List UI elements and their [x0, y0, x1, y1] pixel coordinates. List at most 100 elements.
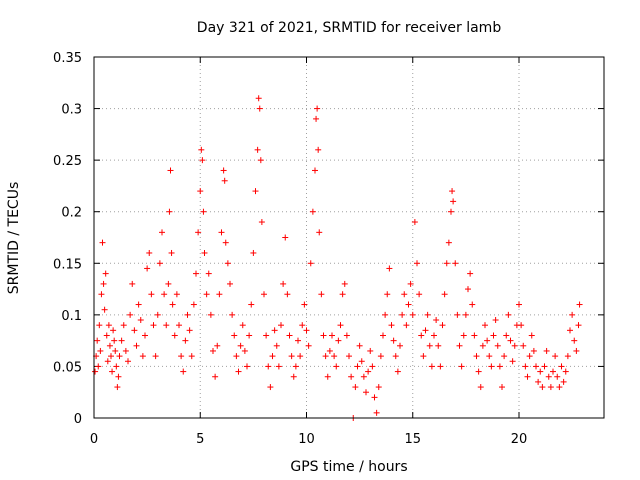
data-point: [409, 311, 416, 318]
data-point: [297, 353, 304, 360]
data-point: [541, 363, 548, 370]
data-point: [235, 368, 242, 375]
data-point: [437, 363, 444, 370]
data-point: [290, 373, 297, 380]
y-tick-label: 0.15: [53, 257, 82, 272]
data-point: [315, 146, 322, 153]
data-point: [233, 353, 240, 360]
data-point: [318, 291, 325, 298]
data-point: [115, 373, 122, 380]
data-point: [552, 353, 559, 360]
data-point: [416, 291, 423, 298]
data-point: [558, 363, 565, 370]
data-point: [269, 353, 276, 360]
data-point: [239, 322, 246, 329]
data-point: [241, 347, 248, 354]
data-point: [303, 327, 310, 334]
data-point: [511, 342, 518, 349]
data-point: [576, 301, 583, 308]
data-point: [492, 317, 499, 324]
data-point: [288, 353, 295, 360]
data-point: [127, 311, 134, 318]
data-point: [218, 229, 225, 236]
data-point: [418, 332, 425, 339]
data-point: [105, 322, 112, 329]
data-point: [392, 353, 399, 360]
data-point: [113, 363, 120, 370]
data-point: [284, 291, 291, 298]
data-point: [152, 353, 159, 360]
data-point: [199, 157, 206, 164]
data-point: [320, 332, 327, 339]
x-tick-label: 10: [298, 432, 315, 447]
data-point: [343, 332, 350, 339]
data-point: [528, 332, 535, 339]
data-point: [186, 327, 193, 334]
data-point: [356, 342, 363, 349]
data-point: [499, 384, 505, 391]
data-point: [543, 347, 550, 354]
data-point: [494, 342, 501, 349]
data-point: [255, 95, 262, 102]
data-point: [335, 337, 342, 344]
y-tick-label: 0.3: [61, 103, 82, 118]
data-point: [462, 311, 469, 318]
data-point: [265, 363, 272, 370]
data-point: [505, 311, 512, 318]
data-point: [182, 337, 189, 344]
data-point: [560, 378, 567, 385]
data-point: [358, 358, 365, 365]
data-point: [256, 105, 263, 112]
data-point: [486, 353, 493, 360]
data-point: [554, 373, 561, 380]
data-point: [414, 260, 420, 267]
data-point: [333, 363, 340, 370]
data-point: [203, 291, 210, 298]
data-point: [384, 291, 391, 298]
y-tick-label: 0.35: [53, 51, 82, 66]
data-point: [390, 337, 397, 344]
data-point: [460, 332, 467, 339]
data-point: [166, 208, 173, 215]
data-point: [282, 234, 289, 241]
data-point: [109, 368, 116, 375]
data-point: [428, 363, 435, 370]
y-axis-title: SRMTID / TECUs: [6, 182, 22, 295]
data-point: [313, 115, 320, 122]
data-point: [509, 358, 516, 365]
data-point: [165, 280, 172, 287]
data-point: [371, 394, 378, 401]
data-point: [477, 384, 484, 391]
data-point: [397, 342, 403, 349]
data-point: [475, 368, 482, 375]
data-point: [503, 332, 510, 339]
data-point: [227, 280, 233, 287]
data-point: [299, 322, 306, 329]
data-point: [150, 322, 157, 329]
data-point: [407, 280, 414, 287]
data-point: [142, 332, 148, 339]
data-point: [564, 353, 571, 360]
data-point: [190, 301, 197, 308]
data-point: [305, 342, 312, 349]
data-point: [248, 301, 255, 308]
data-point: [426, 342, 433, 349]
data-point: [394, 368, 401, 375]
data-point: [516, 301, 522, 308]
data-point: [271, 327, 278, 334]
data-point: [550, 368, 556, 375]
data-point: [184, 311, 191, 318]
data-point: [214, 342, 221, 349]
data-point: [205, 270, 212, 277]
data-point: [530, 347, 537, 354]
data-point: [522, 363, 529, 370]
data-point: [533, 363, 539, 370]
data-point: [131, 327, 138, 334]
data-point: [380, 332, 386, 339]
data-point: [224, 260, 231, 267]
data-point: [322, 353, 329, 360]
data-point: [386, 265, 393, 272]
data-point: [316, 229, 323, 236]
data-points: [92, 95, 583, 421]
data-point: [484, 337, 491, 344]
